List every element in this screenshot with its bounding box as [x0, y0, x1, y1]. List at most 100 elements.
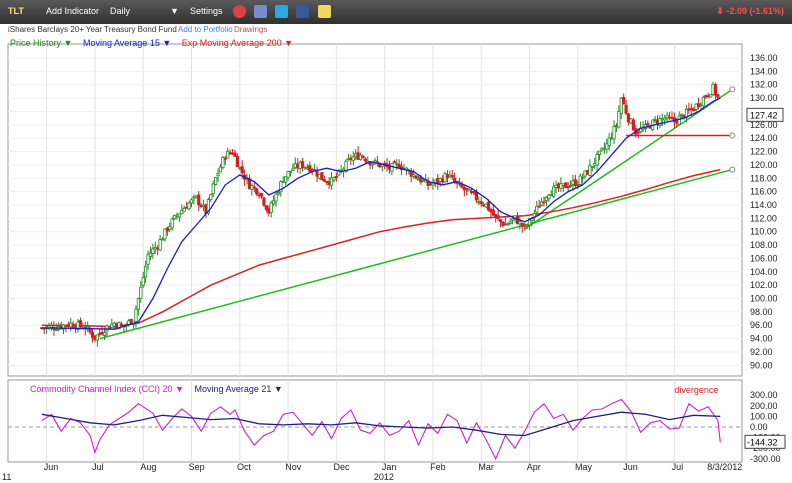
- candle-body: [547, 194, 551, 199]
- candle-body: [332, 177, 336, 181]
- facebook-icon[interactable]: [296, 5, 309, 18]
- price-change: ⬇ -2.09 (-1.61%): [716, 6, 784, 17]
- candle-body: [49, 325, 54, 328]
- candle-body: [160, 238, 165, 241]
- candle-body: [259, 193, 264, 197]
- candle-body: [412, 174, 416, 177]
- candle-body: [527, 218, 532, 226]
- candle-body: [465, 187, 469, 191]
- candle-body: [170, 218, 174, 229]
- price-tick-label: 90.00: [750, 360, 773, 370]
- candle-body: [61, 324, 66, 330]
- candle-body: [709, 94, 713, 98]
- price-tick-label: 124.00: [750, 133, 778, 143]
- candle-body: [573, 179, 578, 187]
- last-cci-label: -144.32: [747, 437, 778, 447]
- candle-body: [646, 123, 650, 126]
- candle-body: [578, 175, 582, 185]
- price-tick-label: 132.00: [750, 80, 778, 90]
- ma15-line: [41, 97, 721, 330]
- alarm-clock-icon[interactable]: [233, 5, 246, 18]
- compare-icon[interactable]: [254, 5, 267, 18]
- candle-body: [535, 205, 539, 213]
- candle-body: [334, 176, 338, 178]
- settings-button[interactable]: Settings: [190, 6, 223, 16]
- x-tick-label: Oct: [237, 462, 252, 472]
- candle-body: [486, 201, 491, 211]
- symbol-label[interactable]: TLT: [8, 6, 24, 16]
- candle-body: [617, 111, 621, 128]
- candle-body: [552, 186, 556, 197]
- candle-body: [288, 170, 293, 173]
- candle-body: [564, 182, 568, 189]
- last-price-label: 127.42: [750, 110, 778, 120]
- trendline-handle: [729, 86, 736, 93]
- candle-body: [274, 193, 278, 202]
- x-tick-label: 8/3/2012: [707, 462, 742, 472]
- candle-body: [559, 183, 563, 189]
- chevron-down-icon[interactable]: ▼: [170, 6, 179, 16]
- twitter-icon[interactable]: [275, 5, 288, 18]
- candle-body: [291, 168, 295, 171]
- divergence-annotation: divergence: [674, 385, 718, 395]
- cci-tick-label: 100.00: [750, 411, 778, 421]
- last-cci-box: [744, 434, 786, 449]
- price-change-value: -2.09 (-1.61%): [726, 6, 784, 16]
- legend-ema200[interactable]: Exp Moving Average 200 ▼: [181, 38, 294, 48]
- x-tick-label: Jan: [382, 462, 397, 472]
- candle-body: [612, 126, 616, 140]
- arrow-down-icon: ⬇: [716, 6, 724, 16]
- candle-body: [414, 175, 418, 179]
- price-tick-label: 126.00: [750, 120, 778, 130]
- candle-body: [78, 320, 83, 328]
- candle-body: [144, 265, 148, 278]
- candle-body: [218, 166, 223, 173]
- candle-body: [141, 277, 145, 286]
- price-tick-label: 104.00: [750, 267, 778, 277]
- candle-body: [619, 97, 623, 114]
- drawings-link[interactable]: Drawings: [234, 25, 268, 34]
- candle-body: [206, 199, 211, 214]
- legend-cci-ma[interactable]: Moving Average 21 ▼: [194, 384, 283, 394]
- candle-body: [370, 163, 375, 166]
- legend-cci[interactable]: Commodity Channel Index (CCI) 20 ▼: [30, 384, 184, 394]
- candle-body: [284, 176, 288, 183]
- note-icon[interactable]: [318, 5, 331, 18]
- legend-ma15[interactable]: Moving Average 15 ▼: [82, 38, 172, 48]
- candle-body: [624, 104, 628, 114]
- candle-body: [658, 118, 662, 126]
- candle-body: [235, 156, 239, 168]
- cci-tick-label: 200.00: [750, 401, 778, 411]
- candle-body: [214, 176, 218, 185]
- candle-body: [498, 219, 503, 222]
- toolbar: TLT Add Indicator Daily ▼ Settings ⬇ -2.…: [0, 0, 792, 24]
- price-tick-label: 118.00: [750, 173, 777, 183]
- candle-body: [221, 157, 225, 169]
- candle-body: [626, 113, 631, 123]
- add-indicator-button[interactable]: Add Indicator: [46, 6, 100, 16]
- candle-body: [680, 113, 684, 116]
- candle-body: [271, 200, 276, 205]
- legend-price-history[interactable]: Price History ▼: [10, 38, 73, 48]
- cci-legend: Commodity Channel Index (CCI) 20 ▼ Movin…: [30, 384, 291, 394]
- candle-body: [605, 143, 609, 150]
- trendline-handle: [729, 132, 736, 139]
- add-to-portfolio-link[interactable]: Add to Portfolio: [178, 25, 233, 34]
- cci-tick-label: -300.00: [750, 454, 781, 464]
- ema200-line: [41, 168, 721, 328]
- trendline: [99, 168, 733, 340]
- candle-body: [590, 166, 594, 168]
- interval-select[interactable]: Daily: [110, 6, 131, 16]
- candle-body: [177, 213, 182, 218]
- x-tick-label: Dec: [334, 462, 351, 472]
- candle-body: [117, 322, 121, 330]
- candle-body: [450, 174, 454, 178]
- candle-body: [240, 166, 244, 174]
- candle-body: [713, 84, 718, 96]
- candle-body: [622, 97, 626, 105]
- price-tick-label: 98.00: [750, 307, 773, 317]
- subbar: iShares Barclays 20+ Year Treasury Bond …: [0, 24, 792, 36]
- candle-body: [518, 221, 522, 225]
- candle-body: [351, 156, 355, 161]
